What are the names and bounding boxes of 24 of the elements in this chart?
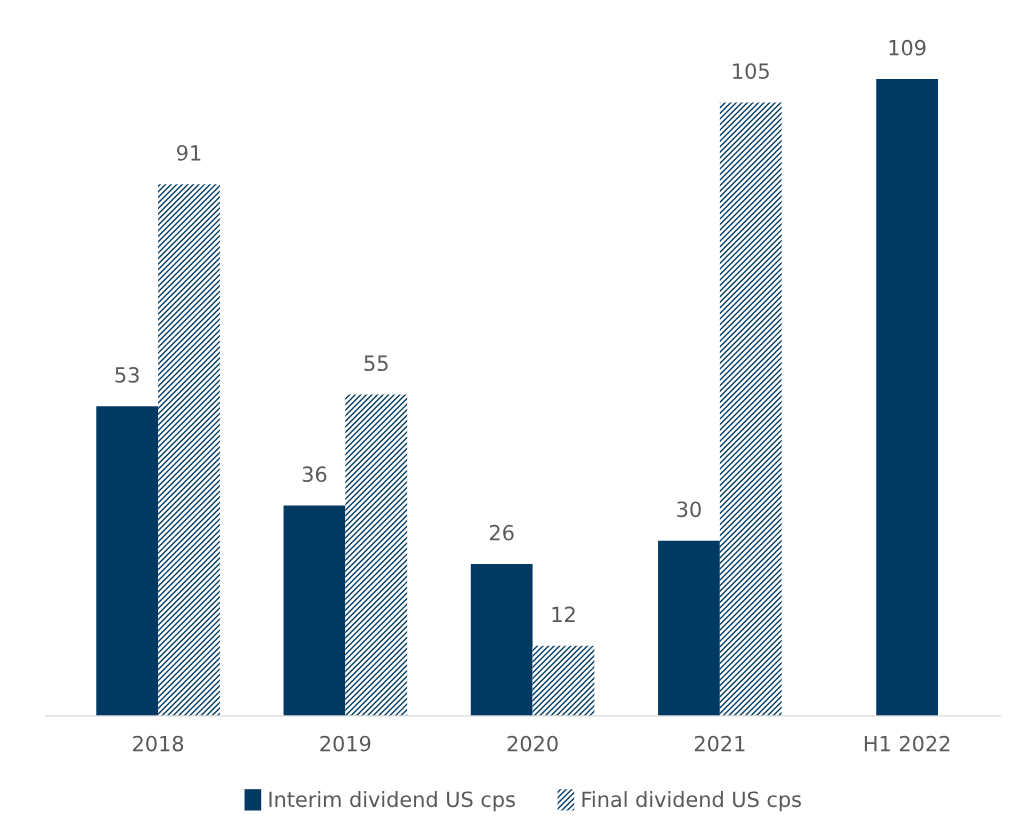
data-label: 30 [677,501,701,518]
bar [532,645,595,716]
data-label: 91 [177,144,201,161]
x-tick-label: 2020 [507,735,558,752]
data-label: 12 [552,606,575,623]
x-tick-label: 2021 [694,735,745,752]
data-label: 55 [364,355,388,372]
data-label: 26 [489,524,514,541]
bar [470,564,533,716]
data-label: 109 [889,39,926,56]
legend-label: Final dividend US cps [582,791,801,812]
data-label: 105 [733,63,769,79]
x-tick-label: H1 2022 [864,735,950,752]
data-label: 36 [302,466,327,483]
data-label: 53 [115,367,139,383]
bar [96,406,159,716]
bar [719,102,782,716]
x-tick-label: 2018 [133,735,184,752]
x-tick-label: 2019 [320,735,371,752]
legend-label: Interim dividend US cps [269,791,515,812]
bar [158,184,220,716]
bar [283,505,346,716]
bar [658,540,720,716]
bar [345,394,408,716]
